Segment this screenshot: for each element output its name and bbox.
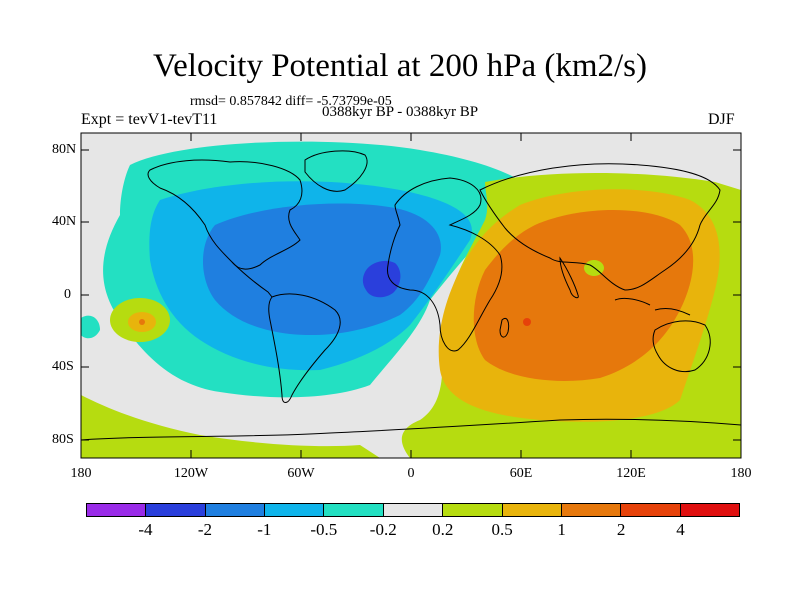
colorbar-level-label: -0.5 [310, 520, 338, 539]
colorbar-level-label: 0.2 [432, 520, 454, 539]
lon-label-120w: 120W [173, 466, 209, 481]
colorbar-swatch [383, 503, 444, 517]
colorbar-level-label: 2 [616, 520, 626, 539]
lat-label-40n: 40N [52, 214, 77, 229]
lon-label-60w: 60W [287, 466, 315, 481]
colorbar-level-label: 1 [557, 520, 566, 539]
lat-label-40s: 40S [52, 359, 74, 374]
colorbar-swatch [561, 503, 622, 517]
lon-label-60e: 60E [509, 466, 533, 481]
field-level-neg1 [202, 203, 441, 336]
lon-label-180e: 180 [730, 466, 752, 481]
colorbar-swatch [205, 503, 266, 517]
stats-line: rmsd= 0.857842 diff= -5.73799e-05 [190, 94, 392, 109]
colorbar-swatch [265, 503, 325, 517]
colorbar-level-label: -1 [257, 520, 272, 539]
lat-tick-marks [81, 149, 741, 441]
chart-title: Velocity Potential at 200 hPa (km2/s) [152, 48, 648, 84]
colorbar-level-label: -2 [197, 520, 212, 539]
period-label: 0388kyr BP - 0388kyr BP [322, 104, 479, 120]
colorbar-swatch [443, 503, 503, 517]
colorbar-swatch [680, 503, 740, 517]
colorbar-swatch [324, 503, 384, 517]
lon-label-0: 0 [407, 466, 415, 481]
colorbar-level-label: 4 [676, 520, 685, 539]
colorbar-level-label: 0.5 [491, 520, 513, 539]
colorbar-level-label: -4 [138, 520, 153, 539]
lon-tick-marks [80, 133, 742, 458]
lat-label-80n: 80N [52, 142, 77, 157]
field-level-neg0.5-pacific [81, 315, 100, 339]
lat-label-80s: 80S [52, 432, 74, 447]
colorbar-level-label: -0.2 [369, 520, 397, 539]
colorbar [86, 503, 740, 517]
lon-label-120e: 120E [616, 466, 646, 481]
field-cell-indian-2 [523, 318, 531, 326]
lat-label-0: 0 [64, 287, 71, 302]
field-cell-pacific-1 [139, 319, 145, 325]
field-level-pos0.2-south [81, 395, 380, 458]
colorbar-swatch [621, 503, 681, 517]
colorbar-swatch [86, 503, 147, 517]
season-label: DJF [708, 111, 735, 128]
field-level-neg2 [362, 260, 401, 298]
experiment-label: Expt = tevV1-tevT11 [81, 111, 218, 128]
field-level-pos1 [473, 210, 694, 381]
colorbar-swatch [502, 503, 562, 517]
lon-label-180w: 180 [70, 466, 92, 481]
coastlines [81, 150, 741, 441]
colorbar-swatch [146, 503, 206, 517]
